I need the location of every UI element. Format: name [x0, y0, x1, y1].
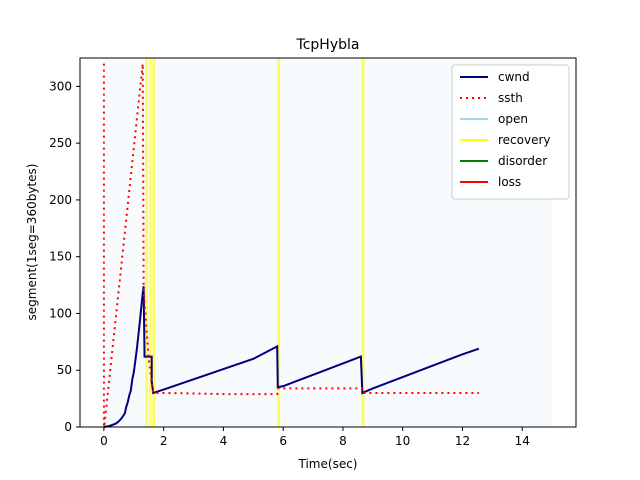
y-tick-label: 300 [49, 79, 72, 93]
series-line-ssth [102, 63, 479, 428]
x-tick-label: 4 [220, 434, 228, 448]
x-tick-label: 6 [279, 434, 287, 448]
legend-label-loss: loss [498, 175, 521, 189]
y-axis-label: segment(1seg=360bytes) [25, 164, 39, 321]
y-axis-ticks: 0 50 100 150 200 250 300 [49, 79, 80, 434]
legend-label-recovery: recovery [498, 133, 551, 147]
span-recovery-0 [145, 58, 149, 427]
x-tick-label: 8 [339, 434, 347, 448]
chart-title: TcpHybla [296, 37, 360, 53]
x-tick-label: 10 [395, 434, 410, 448]
legend-label-disorder: disorder [498, 154, 547, 168]
x-tick-label: 12 [455, 434, 470, 448]
y-tick-label: 150 [49, 250, 72, 264]
series-line-cwnd [103, 286, 480, 428]
y-tick-label: 50 [57, 363, 72, 377]
x-tick-label: 0 [100, 434, 108, 448]
plot-frame [79, 57, 577, 428]
x-tick-label: 2 [160, 434, 168, 448]
span-recovery-4 [361, 58, 365, 427]
y-tick-label: 100 [49, 306, 72, 320]
y-tick-label: 250 [49, 136, 72, 150]
span-recovery-2 [152, 58, 156, 427]
x-tick-label: 14 [515, 434, 530, 448]
y-tick-label: 0 [64, 420, 72, 434]
x-axis-ticks: 0 2 4 6 8 10 12 14 [100, 427, 530, 448]
y-tick-label: 200 [49, 193, 72, 207]
legend-label-ssth: ssth [498, 91, 523, 105]
x-axis-label: Time(sec) [298, 457, 358, 471]
span-recovery-1 [149, 58, 152, 427]
legend: cwnd ssth open recovery disorder loss [451, 64, 570, 200]
series-lines [102, 63, 480, 428]
legend-box [451, 64, 570, 200]
legend-label-cwnd: cwnd [498, 70, 530, 84]
legend-label-open: open [498, 112, 528, 126]
span-recovery-3 [277, 58, 281, 427]
